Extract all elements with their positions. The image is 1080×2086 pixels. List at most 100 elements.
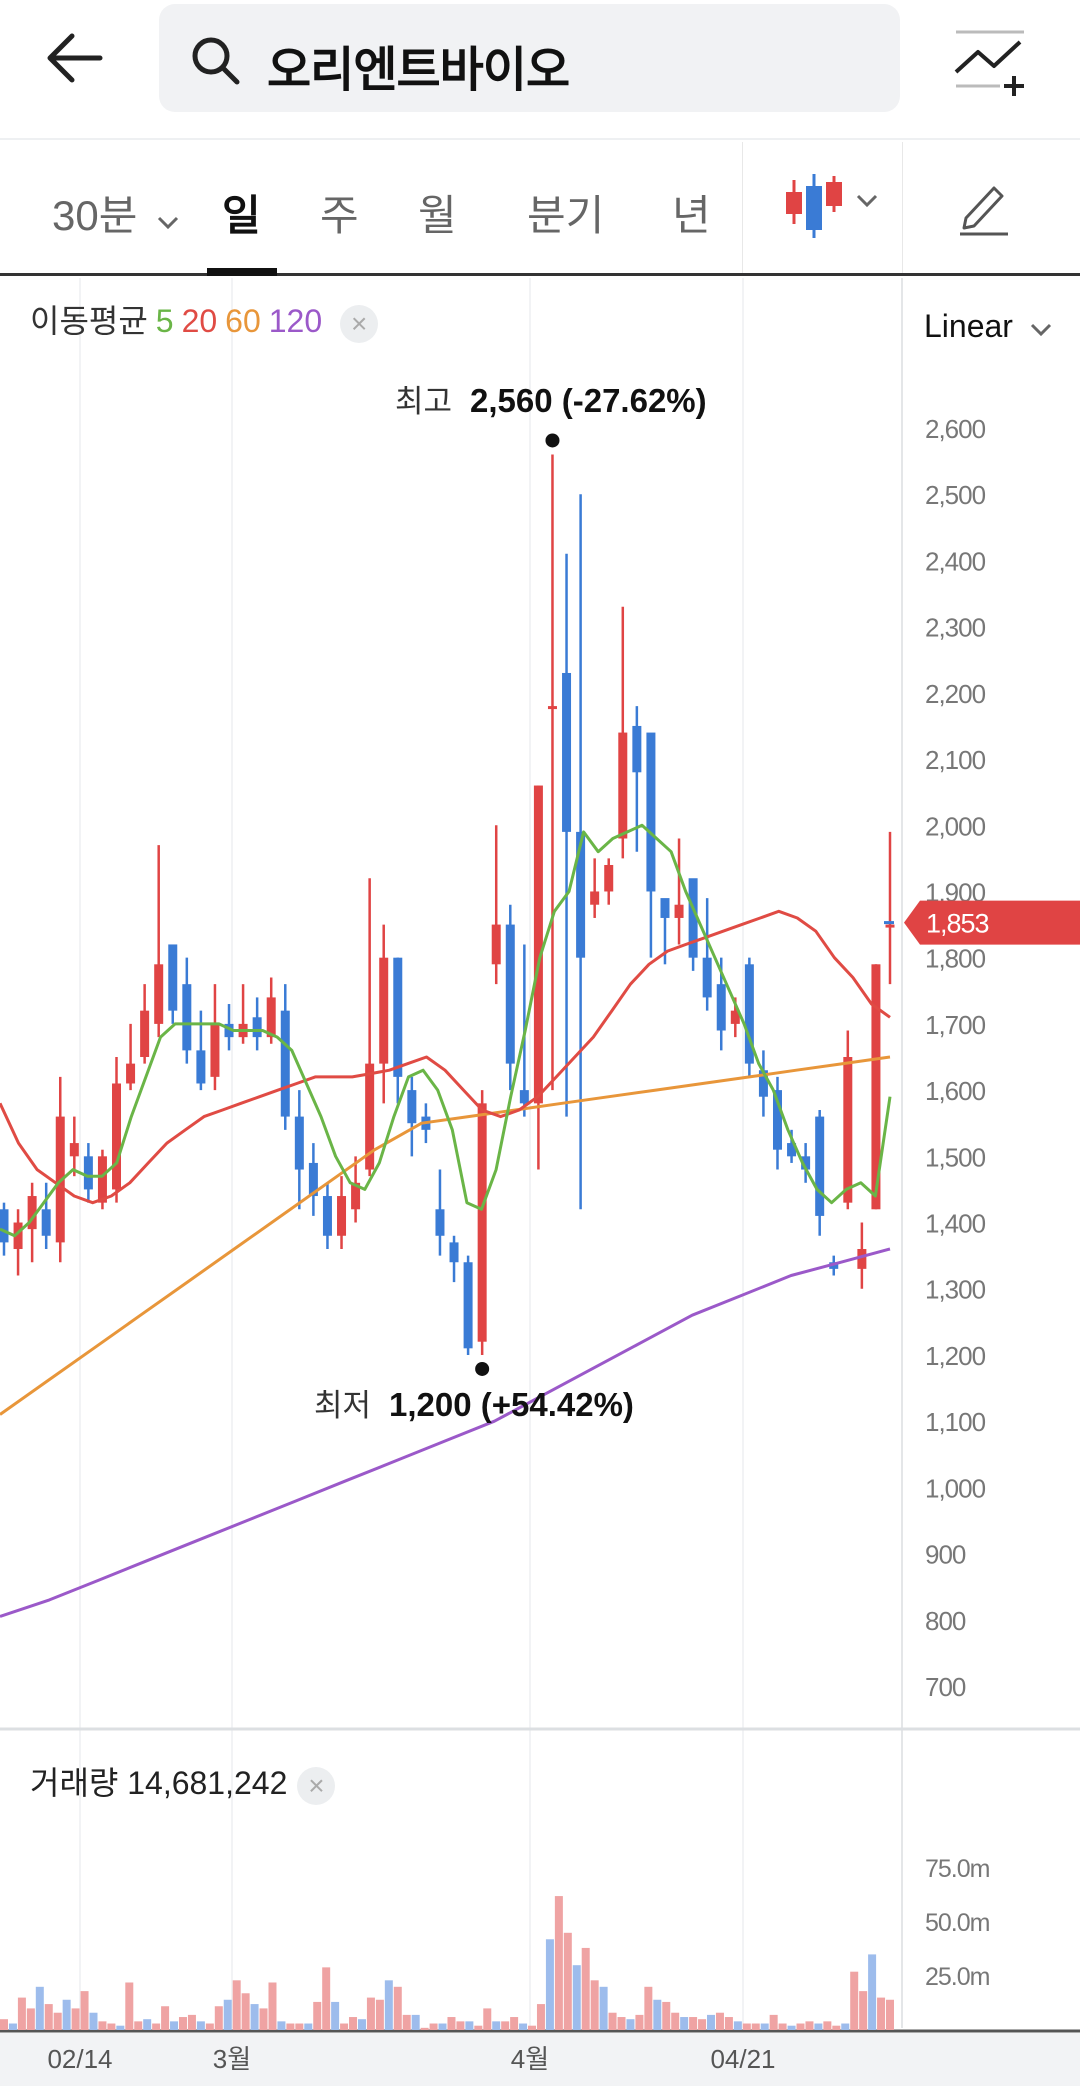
candle-body [308, 1162, 318, 1197]
volume-bar [689, 2017, 698, 2030]
candle-body [210, 1023, 220, 1077]
volume-bar [528, 2025, 537, 2030]
chevron-down-icon [1030, 323, 1051, 337]
y-tick-label: 1,600 [925, 1076, 986, 1106]
volume-bar [170, 2021, 179, 2030]
low-value: 1,200 (+54.42%) [389, 1386, 634, 1423]
y-tick-label: 1,000 [925, 1473, 986, 1503]
candle-body [41, 1209, 51, 1236]
candle-body [97, 1156, 107, 1203]
candle-body [435, 1209, 445, 1236]
volume-bar [62, 1999, 71, 2030]
volume-bar [769, 2014, 778, 2030]
volume-bar [366, 1997, 375, 2030]
tab-day[interactable]: 일 [222, 182, 261, 243]
volume-bar [393, 1986, 402, 2030]
draw-button[interactable] [958, 178, 1010, 243]
high-marker [545, 433, 560, 448]
volume-bar [357, 2019, 366, 2030]
volume-bar [841, 2023, 850, 2030]
volume-bar [545, 1939, 554, 2030]
scale-select[interactable]: Linear [924, 308, 1052, 345]
chart-type-button[interactable] [782, 172, 882, 247]
volume-bar [590, 1980, 599, 2030]
ma-120-label: 120 [268, 303, 323, 339]
volume-bar [116, 2025, 125, 2030]
candle-body [463, 1262, 473, 1349]
current-price-tag [904, 900, 1080, 945]
candle-body [815, 1116, 825, 1216]
compare-chart-button[interactable] [950, 24, 1030, 104]
y-tick-label: 1,300 [925, 1275, 986, 1305]
candle-body [674, 904, 684, 918]
search-icon [192, 37, 240, 85]
volume-bar [349, 2017, 358, 2030]
search-field[interactable]: 오리엔트바이오 [159, 4, 900, 112]
back-button[interactable] [40, 20, 118, 98]
candle-body [0, 1209, 9, 1243]
ma-60-line [0, 1055, 891, 1416]
tab-30min[interactable]: 30분 [52, 182, 179, 243]
volume-bar [733, 2021, 742, 2030]
volume-bar [581, 1947, 590, 2030]
candle-body [688, 878, 698, 958]
close-icon[interactable]: × [340, 304, 379, 343]
candle-body [365, 1063, 375, 1170]
candle-body [618, 732, 628, 839]
volume-value: 14,681,242 [127, 1765, 288, 1801]
price-chart[interactable]: 2,6002,5002,4002,3002,2002,1002,0001,900… [0, 278, 1080, 2086]
candle-body [407, 1090, 417, 1124]
high-value: 2,560 (-27.62%) [470, 382, 707, 419]
tab-label: 분기 [527, 192, 605, 239]
volume-bar [17, 1997, 26, 2030]
tab-divider [742, 142, 743, 273]
ma-20-line [0, 909, 891, 1205]
volume-bar [35, 1986, 44, 2030]
volume-bar [53, 2012, 62, 2030]
volume-bar [402, 2014, 411, 2030]
candle-body [562, 672, 572, 832]
candle-body [196, 1050, 206, 1084]
tab-year[interactable]: 년 [672, 182, 711, 243]
candle-body [266, 997, 276, 1038]
volume-bar [877, 1997, 886, 2030]
arrow-left-icon [47, 33, 103, 83]
candle-body [744, 964, 754, 1064]
volume-bar [26, 2008, 35, 2030]
pencil-icon [960, 186, 1008, 236]
y-tick-label: 2,300 [925, 613, 986, 643]
volume-label: 거래량 [30, 1765, 119, 1801]
candle-body [857, 1249, 867, 1269]
volume-bar [536, 2004, 545, 2030]
volume-bar [161, 2006, 170, 2030]
volume-bar [143, 2019, 152, 2030]
volume-bar [832, 2025, 841, 2030]
candle-body [519, 1090, 529, 1104]
volume-bar [71, 2008, 80, 2030]
current-price-value: 1,853 [926, 909, 989, 939]
low-label: 최저 [314, 1388, 371, 1423]
close-icon[interactable]: × [297, 1766, 336, 1805]
volume-bar [778, 2023, 787, 2030]
candle-body [477, 1103, 487, 1342]
chart-add-icon [954, 30, 1024, 96]
candle-body [393, 957, 403, 1077]
candle-body [112, 1083, 122, 1190]
candle-body [224, 1023, 234, 1038]
volume-bar [420, 2027, 429, 2030]
volume-bar [707, 2014, 716, 2030]
tab-quarter[interactable]: 분기 [527, 182, 604, 243]
y-tick-label: 1,200 [925, 1341, 986, 1371]
volume-bar [698, 2019, 707, 2030]
tab-month[interactable]: 월 [418, 182, 457, 243]
volume-bar [107, 2023, 116, 2030]
y-tick-label: 1,400 [925, 1209, 986, 1239]
volume-bar [599, 1986, 608, 2030]
volume-bar [196, 2021, 205, 2030]
volume-bar [787, 2025, 796, 2030]
candle-body [337, 1196, 347, 1236]
y-tick-label: 2,000 [925, 811, 986, 841]
tab-week[interactable]: 주 [320, 182, 359, 243]
candle-body [449, 1242, 459, 1263]
candle-body [801, 1156, 811, 1170]
